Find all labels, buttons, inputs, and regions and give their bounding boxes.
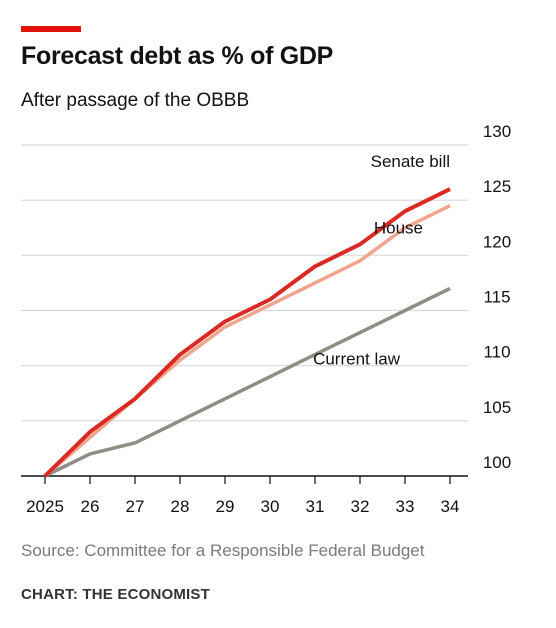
series-lines	[43, 187, 451, 478]
series-label-current-law: Current law	[313, 349, 401, 368]
brand-accent-bar	[21, 26, 81, 32]
chart-title: Forecast debt as % of GDP	[21, 42, 334, 70]
y-axis-labels: 100 105 110 115 120 125 130	[483, 125, 511, 472]
series-labels: Senate bill House Current law	[313, 152, 450, 368]
y-tick-label: 100	[483, 453, 511, 472]
series-label-house: House	[374, 219, 423, 238]
y-tick-label: 125	[483, 177, 511, 196]
x-tick-label: 26	[81, 497, 100, 516]
y-tick-label: 110	[483, 343, 510, 362]
y-tick-label: 115	[483, 288, 510, 307]
y-tick-label: 120	[483, 232, 511, 251]
y-tick-label: 130	[483, 125, 511, 141]
source-note: Source: Committee for a Responsible Fede…	[21, 541, 425, 560]
gridlines	[21, 144, 468, 477]
series-line-house	[43, 204, 451, 478]
chart-subtitle: After passage of the OBBB	[21, 90, 250, 111]
line-chart: 100 105 110 115 120 125 130 2025 26 27 28 29 30 31 32…	[21, 125, 511, 516]
x-tick-label: 28	[171, 497, 190, 516]
x-tick-label: 29	[216, 497, 235, 516]
x-tick-label: 31	[306, 497, 325, 516]
x-tick-label: 2025	[26, 497, 64, 516]
x-tick-label: 30	[261, 497, 280, 516]
series-line-senate-bill	[43, 187, 451, 478]
x-tick-label: 34	[441, 497, 460, 516]
series-line-current-law	[44, 286, 451, 478]
y-tick-label: 105	[483, 398, 511, 417]
x-axis-labels: 2025 26 27 28 29 30 31 32 33 34	[26, 476, 459, 516]
chart-credit: CHART: THE ECONOMIST	[21, 586, 210, 603]
series-label-senate-bill: Senate bill	[371, 152, 450, 171]
x-tick-label: 32	[351, 497, 370, 516]
x-tick-label: 27	[126, 497, 145, 516]
x-tick-label: 33	[396, 497, 415, 516]
